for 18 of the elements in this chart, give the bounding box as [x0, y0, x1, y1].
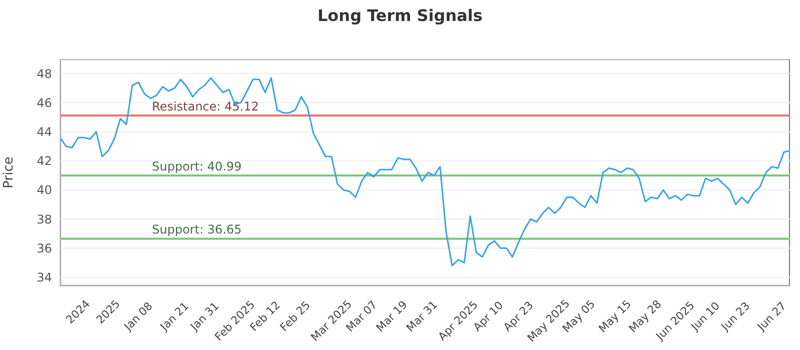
ref-line-label: Support: 36.65: [152, 222, 242, 237]
x-tick-label: Jan 21: [157, 300, 192, 334]
x-tick-label: Jun 27: [754, 300, 789, 334]
y-tick-label: 46: [36, 96, 52, 110]
y-tick-label: 44: [36, 125, 52, 140]
y-axis-title: Price: [2, 156, 17, 188]
y-tick-label: 38: [36, 212, 52, 226]
y-tick-label: 40: [36, 183, 52, 198]
ref-line-label: Support: 40.99: [152, 160, 242, 174]
y-tick-label: 34: [36, 270, 52, 285]
x-tick-label: Jan 08: [120, 300, 156, 334]
chart-title: Long Term Signals: [316, 6, 484, 25]
ref-line-label: Resistance: 45.12: [152, 99, 259, 114]
y-tick-label: 42: [36, 154, 52, 168]
y-tick-label: 48: [36, 66, 52, 81]
line-series: [60, 77, 790, 266]
y-tick-label: 36: [36, 241, 52, 256]
x-tick-label: Jun 23: [718, 300, 753, 334]
